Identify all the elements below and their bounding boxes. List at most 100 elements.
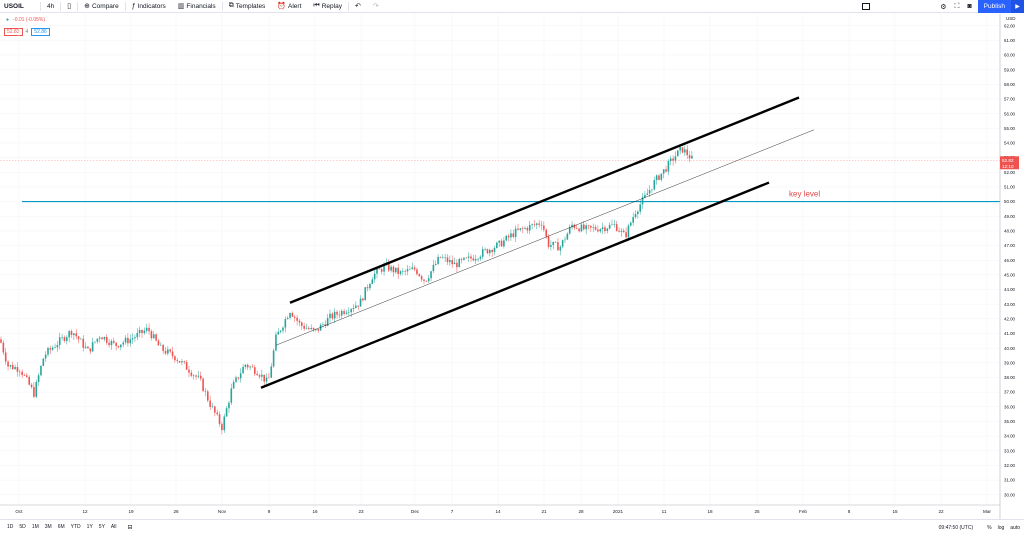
candle-body [387, 263, 390, 271]
candle-body [373, 273, 376, 280]
candle-body [312, 327, 315, 330]
bar-style-button[interactable]: ▯ [61, 0, 77, 13]
price-tick-label: 52.00 [1004, 170, 1016, 175]
clock-time[interactable]: 09:47:50 (UTC) [938, 524, 974, 531]
sell-price-button[interactable]: 52.83 [4, 28, 23, 36]
candle-body [489, 249, 491, 254]
candle-body [474, 258, 477, 261]
candle-body [54, 347, 56, 348]
candle-body [4, 352, 7, 362]
candle-body [91, 342, 94, 352]
price-axis[interactable]: USD 62.00 61.00 60.00 59.00 58.00 57.00 56.00 55… [999, 14, 1019, 519]
candle-body [364, 287, 367, 301]
plus-circle-icon: ⊕ [84, 3, 90, 10]
candle-body [96, 338, 99, 342]
candle-body [467, 256, 470, 258]
price-tick-label: 62.00 [1004, 23, 1016, 28]
time-tick-label: Dec [411, 509, 420, 514]
range-button-5d[interactable]: 5D [19, 524, 26, 530]
candle-body [87, 346, 89, 349]
candle-body [340, 310, 343, 316]
layout-square-icon[interactable] [862, 3, 871, 10]
candle-body [691, 155, 693, 159]
indicators-button[interactable]: ƒ Indicators [126, 0, 172, 13]
candle-body [371, 279, 374, 284]
candle-body [317, 329, 320, 331]
candle-body [660, 173, 663, 180]
candle-body [101, 337, 103, 340]
auto-toggle[interactable]: auto [1010, 524, 1020, 531]
function-icon: ƒ [131, 2, 136, 10]
fullscreen-icon[interactable]: ⛶ [954, 2, 960, 10]
candle-body [627, 225, 630, 238]
range-button-6m[interactable]: 6M [57, 524, 65, 530]
status-dot-icon: ● [6, 17, 10, 23]
interval-button[interactable]: 4h [41, 0, 60, 13]
replay-label: Replay [321, 2, 342, 10]
currency-label: USD [1006, 16, 1016, 21]
candle-body [336, 311, 338, 315]
compare-button[interactable]: ⊕ Compare [78, 0, 125, 13]
price-tick-label: 57.00 [1004, 97, 1016, 102]
replay-button[interactable]: ⏮ Replay [307, 0, 348, 13]
camera-icon[interactable]: ◙ [967, 3, 972, 10]
percent-toggle[interactable]: % [987, 524, 992, 531]
candle-body [249, 366, 251, 368]
candle-body [174, 356, 176, 361]
candle-body [160, 344, 162, 346]
range-button-1y[interactable]: 1Y [86, 524, 93, 530]
candle-body [380, 269, 383, 272]
range-button-1d[interactable]: 1D [7, 524, 14, 530]
top-toolbar: USOIL 4h ▯ ⊕ Compare ƒ Indicators ▥ Financi… [0, 0, 1024, 13]
candle-body [268, 377, 270, 379]
symbol-search[interactable]: USOIL [0, 0, 40, 13]
range-button-1m[interactable]: 1M [31, 524, 39, 530]
price-tick-label: 58.00 [1004, 82, 1016, 87]
alert-button[interactable]: ⏰ Alert [271, 0, 307, 13]
candle-body [587, 225, 590, 227]
time-tick-label: 2021 [613, 509, 624, 514]
candle-body [23, 375, 26, 376]
candle-body [514, 228, 517, 237]
candle-body [390, 266, 392, 271]
financials-button[interactable]: ▥ Financials [172, 0, 222, 13]
candle-body [599, 229, 602, 232]
time-tick-label: Mar [983, 509, 991, 514]
candle-body [444, 257, 446, 259]
range-button-3m[interactable]: 3M [44, 524, 52, 530]
candle-body [397, 267, 399, 275]
price-tick-label: 49.00 [1004, 214, 1016, 219]
time-axis[interactable]: Oct 12 19 26 Nov 9 16 23 Dec 7 14 21 28 2021 11 18 25 Feb… [0, 504, 1000, 514]
range-button-all[interactable]: All [110, 524, 117, 530]
candle-body [282, 327, 284, 331]
toolbar-divider [40, 1, 41, 11]
chart-grid [0, 14, 1000, 505]
time-tick-label: 14 [495, 509, 501, 514]
log-toggle[interactable]: log [997, 524, 1005, 531]
publish-video-button[interactable]: ▶ [1011, 0, 1024, 13]
candle-body [103, 336, 106, 340]
price-tick-label: 34.00 [1004, 434, 1016, 439]
range-button-5y[interactable]: 5Y [98, 524, 105, 530]
candle-body [68, 331, 70, 338]
calendar-range-icon[interactable]: ⊟ [127, 524, 133, 531]
candle-body [590, 225, 592, 228]
buy-price-button[interactable]: 52.86 [31, 28, 50, 36]
price-tick-label: 31.00 [1004, 478, 1016, 483]
undo-button[interactable]: ↶ [349, 0, 367, 13]
gear-icon[interactable]: ⚙ [940, 3, 947, 11]
toolbar-right: ⚙ ⛶ ◙ Publish ▶ [856, 0, 1024, 13]
templates-button[interactable]: ⧉ Templates [223, 0, 272, 13]
price-chart[interactable]: key level USD 62.00 61.00 60.00 59.00 58.00 57… [0, 14, 1024, 519]
candle-body [503, 240, 505, 247]
publish-button[interactable]: Publish [977, 0, 1011, 13]
time-tick-label: 9 [268, 509, 271, 514]
candle-body [70, 331, 73, 335]
redo-button[interactable]: ↷ [367, 0, 385, 13]
candle-body [472, 258, 475, 261]
candle-body [115, 342, 117, 346]
candle-body [665, 169, 667, 172]
candle-body [301, 322, 303, 326]
range-button-ytd[interactable]: YTD [70, 524, 81, 530]
price-tick-label: 61.00 [1004, 38, 1016, 43]
